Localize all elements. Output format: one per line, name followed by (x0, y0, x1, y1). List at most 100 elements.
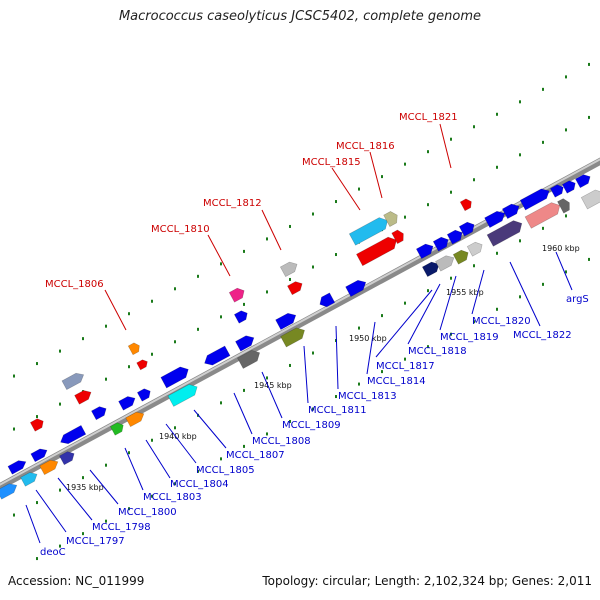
gene-arrow[interactable] (118, 394, 138, 411)
gene-arrow[interactable] (484, 208, 508, 229)
gene-arrow[interactable] (415, 241, 435, 260)
gene-arrow[interactable] (30, 446, 49, 463)
leader-line (89, 469, 119, 505)
gene-arrow[interactable] (39, 457, 61, 476)
track-dot (174, 482, 176, 486)
gene-arrow[interactable] (29, 417, 45, 432)
track-dot (266, 376, 268, 380)
gene-arrow[interactable] (580, 187, 600, 210)
gene-label-top[interactable]: MCCL_1815 (302, 157, 361, 168)
gene-label-bottom[interactable]: MCCL_1822 (513, 330, 572, 341)
gene-label-bottom[interactable]: MCCL_1809 (282, 420, 341, 431)
gene-arrow[interactable] (459, 197, 474, 212)
gene-arrow[interactable] (421, 259, 441, 278)
gene-arrow[interactable] (391, 228, 407, 245)
gene-arrow[interactable] (432, 235, 451, 252)
gene-arrow[interactable] (486, 218, 525, 247)
gene-arrow[interactable] (279, 259, 299, 278)
gene-arrow[interactable] (501, 201, 521, 220)
gene-arrow[interactable] (125, 409, 147, 428)
gene-arrow[interactable] (74, 388, 94, 405)
gene-label-bottom[interactable]: MCCL_1804 (170, 479, 229, 490)
gene-arrow[interactable] (136, 387, 152, 402)
gene-label-top[interactable]: MCCL_1812 (203, 198, 262, 209)
gene-arrow[interactable] (58, 425, 87, 446)
gene-arrow[interactable] (167, 382, 200, 407)
gene-arrow[interactable] (0, 481, 19, 500)
gene-arrow[interactable] (557, 197, 573, 214)
track-dot (519, 100, 521, 104)
track-dot (82, 476, 84, 480)
gene-arrow[interactable] (160, 364, 191, 389)
gene-arrow[interactable] (228, 286, 247, 303)
gene-label-bottom[interactable]: MCCL_1817 (376, 361, 435, 372)
gene-arrow[interactable] (446, 228, 465, 245)
gene-label-top[interactable]: MCCL_1810 (151, 224, 210, 235)
gene-arrow[interactable] (345, 277, 369, 298)
gene-arrow[interactable] (348, 215, 390, 246)
gene-label-bottom[interactable]: MCCL_1819 (440, 332, 499, 343)
gene-arrow[interactable] (452, 248, 471, 265)
gene-label-top[interactable]: MCCL_1816 (336, 141, 395, 152)
track-dot (151, 352, 153, 356)
track-dot (427, 150, 429, 154)
gene-label-top[interactable]: MCCL_1806 (45, 279, 104, 290)
gene-label-bottom[interactable]: MCCL_1800 (118, 507, 177, 518)
gene-arrow[interactable] (127, 341, 142, 356)
gene-label-bottom[interactable]: MCCL_1811 (308, 405, 367, 416)
leader-line (366, 321, 376, 375)
track-dot (335, 395, 337, 399)
gene-arrow[interactable] (280, 325, 308, 348)
gene-label-bottom[interactable]: MCCL_1808 (252, 436, 311, 447)
gene-arrow[interactable] (202, 345, 231, 368)
track-dot (542, 140, 544, 144)
gene-arrow[interactable] (458, 220, 477, 237)
leader-line (233, 392, 253, 435)
gene-label-bottom[interactable]: MCCL_1805 (196, 465, 255, 476)
track-dot (588, 115, 590, 119)
gene-arrow[interactable] (7, 458, 28, 475)
gene-arrow[interactable] (549, 183, 565, 198)
gene-arrow[interactable] (59, 449, 76, 466)
gene-label-bottom[interactable]: argS (566, 294, 589, 305)
gene-label-bottom[interactable]: MCCL_1813 (338, 391, 397, 402)
leader-line (35, 489, 67, 533)
gene-arrow[interactable] (317, 292, 336, 309)
gene-arrow[interactable] (237, 347, 262, 369)
gene-arrow[interactable] (519, 186, 552, 211)
gene-label-top[interactable]: MCCL_1821 (399, 112, 458, 123)
gene-arrow[interactable] (435, 253, 456, 272)
gene-arrow[interactable] (136, 358, 150, 371)
gene-arrow[interactable] (275, 310, 299, 331)
gene-arrow[interactable] (287, 279, 304, 296)
gene-arrow[interactable] (383, 209, 401, 227)
gene-label-bottom[interactable]: MCCL_1814 (367, 376, 426, 387)
track-dot (427, 203, 429, 207)
gene-label-bottom[interactable]: MCCL_1797 (66, 536, 125, 547)
gene-arrow[interactable] (235, 333, 256, 352)
gene-arrow[interactable] (61, 370, 86, 391)
gene-arrow[interactable] (575, 172, 592, 189)
gene-arrow[interactable] (524, 200, 563, 229)
track-dot (565, 75, 567, 79)
gene-label-bottom[interactable]: deoC (40, 547, 66, 558)
track-dot (312, 212, 314, 216)
leader-line (369, 151, 383, 199)
gene-label-bottom[interactable]: MCCL_1803 (143, 492, 202, 503)
gene-arrow[interactable] (20, 470, 40, 487)
gene-label-bottom[interactable]: MCCL_1798 (92, 522, 151, 533)
gene-label-bottom[interactable]: MCCL_1820 (472, 316, 531, 327)
gene-arrow[interactable] (109, 421, 125, 436)
gene-arrow[interactable] (91, 404, 108, 421)
gene-arrow[interactable] (561, 179, 577, 194)
track-dot (289, 277, 291, 281)
track-dot (450, 137, 452, 141)
track-dot (220, 315, 222, 319)
gene-label-bottom[interactable]: MCCL_1818 (408, 346, 467, 357)
gene-label-bottom[interactable]: MCCL_1807 (226, 450, 285, 461)
gene-arrow[interactable] (466, 240, 485, 257)
gene-arrow[interactable] (233, 309, 249, 324)
track-dot (404, 162, 406, 166)
tick-label: 1935 kbp (66, 483, 104, 492)
gene-arrow[interactable] (356, 234, 399, 267)
